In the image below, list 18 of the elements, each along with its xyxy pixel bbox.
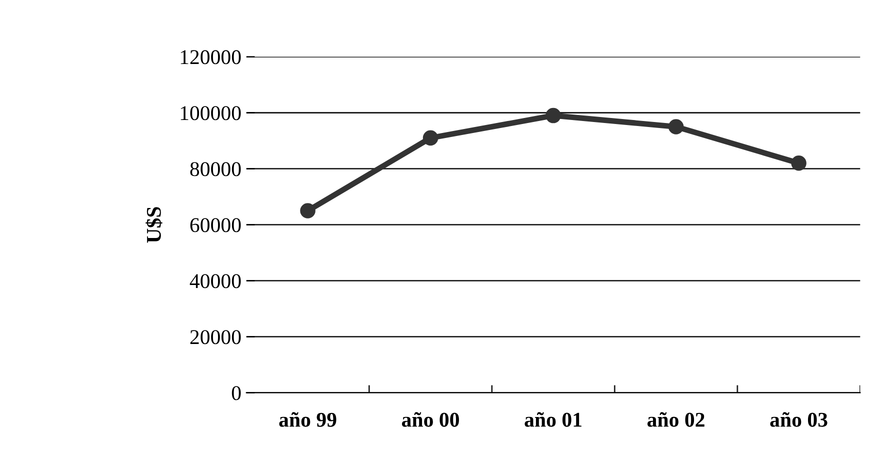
y-tick-label: 20000	[190, 330, 241, 344]
y-tick-label: 80000	[190, 162, 241, 176]
x-tick-label: año 03	[770, 412, 828, 427]
y-tick-label: 60000	[190, 218, 241, 232]
point	[546, 108, 561, 124]
x-tick-label: año 02	[647, 412, 704, 427]
y-axis-title: U$S	[146, 207, 162, 243]
x-tick-label: año 01	[524, 412, 582, 427]
point	[668, 119, 684, 134]
y-tick-label: 40000	[190, 274, 241, 288]
y-tick-label: 120000	[180, 50, 241, 64]
x-tick-label: año 99	[279, 412, 336, 427]
point	[791, 156, 806, 171]
y-tick-label: 100000	[180, 106, 241, 120]
point	[300, 203, 316, 218]
y-tick-label: 0	[232, 386, 241, 400]
point	[422, 130, 438, 146]
x-tick-label: año 00	[402, 412, 459, 427]
